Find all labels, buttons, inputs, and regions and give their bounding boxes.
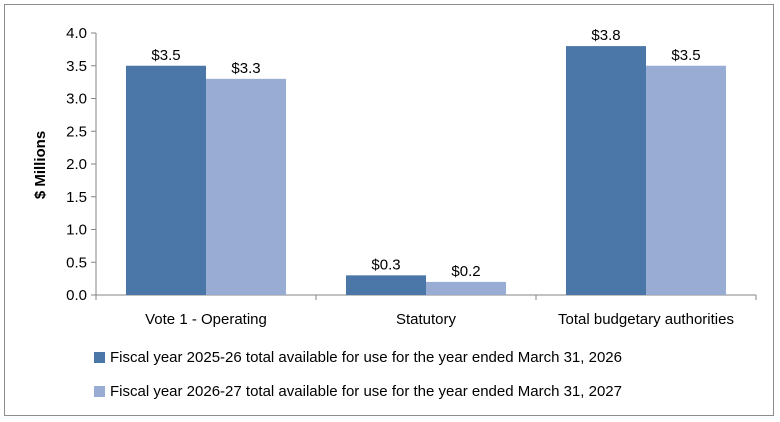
legend-entry: Fiscal year 2025-26 total available for … [110, 349, 622, 366]
legend-swatch [94, 352, 105, 363]
data-label: $3.5 [671, 47, 700, 64]
x-category-label: Statutory [396, 311, 457, 328]
y-tick-label: 0.5 [66, 254, 87, 271]
y-tick-label: 3.5 [66, 58, 87, 75]
legend-entry: Fiscal year 2026-27 total available for … [110, 383, 622, 400]
legend: Fiscal year 2025-26 total available for … [94, 349, 622, 400]
bars [126, 46, 726, 295]
legend-swatch [94, 386, 105, 397]
y-tick-label: 0.0 [66, 287, 87, 304]
bar-1-3 [566, 46, 646, 295]
x-category-label: Total budgetary authorities [558, 311, 734, 328]
y-axis-label: $ Millions [32, 131, 49, 199]
bar-2-2 [426, 281, 506, 295]
bar-1-1 [126, 65, 206, 295]
data-label: $0.3 [371, 256, 400, 273]
bar-2-1 [206, 78, 286, 295]
data-label: $3.8 [591, 27, 620, 44]
y-tick-label: 1.5 [66, 189, 87, 206]
y-tick-label: 1.0 [66, 222, 87, 239]
y-tick-label: 2.5 [66, 123, 87, 140]
y-tick-label: 2.0 [66, 156, 87, 173]
y-tick-label: 4.0 [66, 25, 87, 42]
data-label: $0.2 [451, 263, 480, 280]
y-tick-label: 3.0 [66, 91, 87, 108]
bar-2-3 [646, 65, 726, 295]
bar-1-2 [346, 275, 426, 295]
data-label: $3.5 [151, 47, 180, 64]
data-labels: $3.5 $3.3 $0.3 $0.2 $3.8 $3.5 [151, 27, 700, 280]
data-label: $3.3 [231, 60, 260, 77]
x-category-label: Vote 1 - Operating [145, 311, 267, 328]
